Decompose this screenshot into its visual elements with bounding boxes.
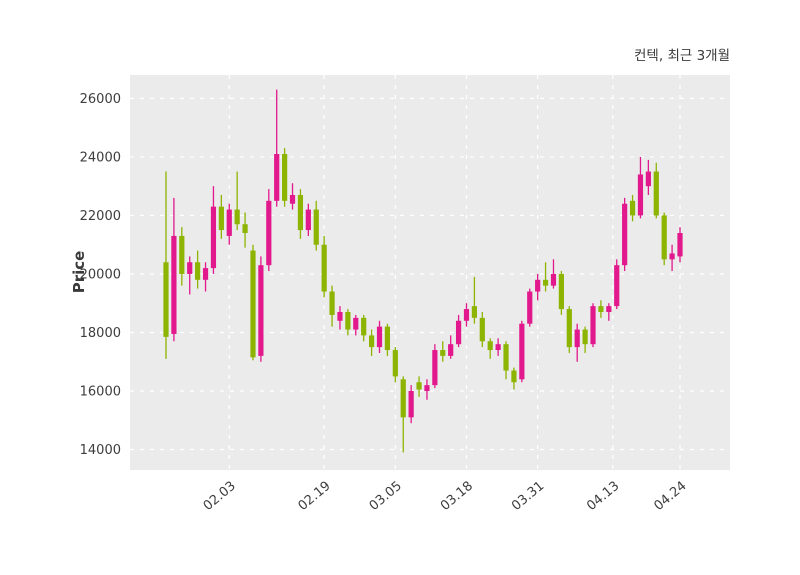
candle-body	[527, 291, 533, 324]
candle-body	[574, 329, 580, 348]
candle-body	[195, 262, 201, 280]
candle-body	[614, 265, 620, 307]
candle-body	[337, 312, 343, 321]
candle-body	[297, 194, 304, 231]
candle-body	[187, 262, 193, 274]
candle-body	[353, 317, 359, 330]
candle-body	[258, 265, 264, 356]
plot-layer: 14000 16000 18000 20000 22000 24000 26000 02.03…	[80, 75, 730, 514]
candle-body	[582, 329, 588, 345]
candle-body	[274, 154, 280, 201]
candle-body	[163, 262, 169, 337]
y-tick-label: 26000	[80, 92, 121, 107]
candle-body	[503, 344, 509, 371]
candle-body	[669, 253, 675, 260]
candle-body	[566, 309, 572, 348]
x-tick-label: 04.13	[584, 479, 622, 514]
candle-body	[250, 250, 256, 358]
y-tick-label: 20000	[80, 267, 121, 282]
candle-body	[598, 306, 604, 312]
y-tick-label: 22000	[80, 209, 121, 224]
x-tick-label: 03.18	[438, 479, 476, 514]
candle-body	[637, 174, 644, 216]
y-tick-label: 18000	[80, 326, 121, 341]
candle-body	[376, 326, 383, 348]
candle-body	[392, 350, 398, 377]
y-tick-label: 24000	[80, 150, 121, 165]
candle-body	[369, 335, 375, 348]
candle-body	[313, 209, 319, 245]
x-tick-label: 03.31	[509, 479, 547, 514]
candle-body	[495, 344, 501, 351]
plot-area	[130, 75, 730, 470]
candle-body	[479, 317, 485, 342]
candle-body	[455, 320, 462, 345]
chart-title: 컨텍, 최근 3개월	[634, 48, 730, 64]
candle-body	[416, 382, 422, 390]
candle-body	[661, 215, 667, 260]
x-tick-label: 02.19	[296, 479, 334, 514]
candle-body	[590, 306, 596, 345]
candle-body	[400, 379, 406, 418]
candle-body	[289, 194, 296, 204]
candle-body	[202, 268, 209, 280]
y-tick-label: 16000	[80, 385, 121, 400]
candle-body	[440, 350, 446, 356]
candle-body	[629, 200, 636, 216]
candle-body	[645, 171, 651, 187]
candle-body	[361, 317, 367, 336]
candle-body	[345, 312, 351, 330]
y-tick-label: 14000	[80, 443, 121, 458]
candle-body	[329, 291, 335, 315]
candle-body	[408, 391, 414, 418]
x-tick-label: 04.24	[651, 479, 689, 514]
x-tick-label: 02.03	[201, 479, 239, 514]
candle-body	[210, 206, 217, 269]
candle-body	[179, 235, 185, 274]
candle-body	[471, 306, 477, 318]
candle-body	[321, 244, 327, 292]
candle-body	[218, 206, 224, 231]
candle-body	[511, 370, 517, 383]
candle-body	[384, 326, 391, 351]
candle-body	[424, 385, 430, 391]
candle-body	[677, 233, 683, 257]
candle-body	[542, 279, 549, 286]
candle-body	[242, 224, 248, 233]
candle-body	[448, 344, 454, 356]
candle-body	[606, 306, 612, 312]
candle-body	[622, 203, 628, 266]
candle-body	[487, 341, 493, 351]
candle-body	[305, 209, 311, 231]
x-tick-label: 03.05	[367, 479, 405, 514]
candle-body	[519, 323, 525, 380]
candle-body	[234, 209, 240, 225]
candle-body	[432, 350, 438, 386]
candle-body	[282, 154, 288, 201]
candle-body	[550, 273, 557, 286]
candle-body	[535, 279, 541, 292]
y-axis-label: Price	[70, 251, 88, 294]
candle-body	[463, 309, 470, 321]
candle-body	[653, 171, 659, 216]
candle-body	[558, 273, 564, 310]
candle-body	[226, 209, 232, 236]
candle-body	[266, 200, 272, 266]
candle-body	[171, 235, 177, 334]
